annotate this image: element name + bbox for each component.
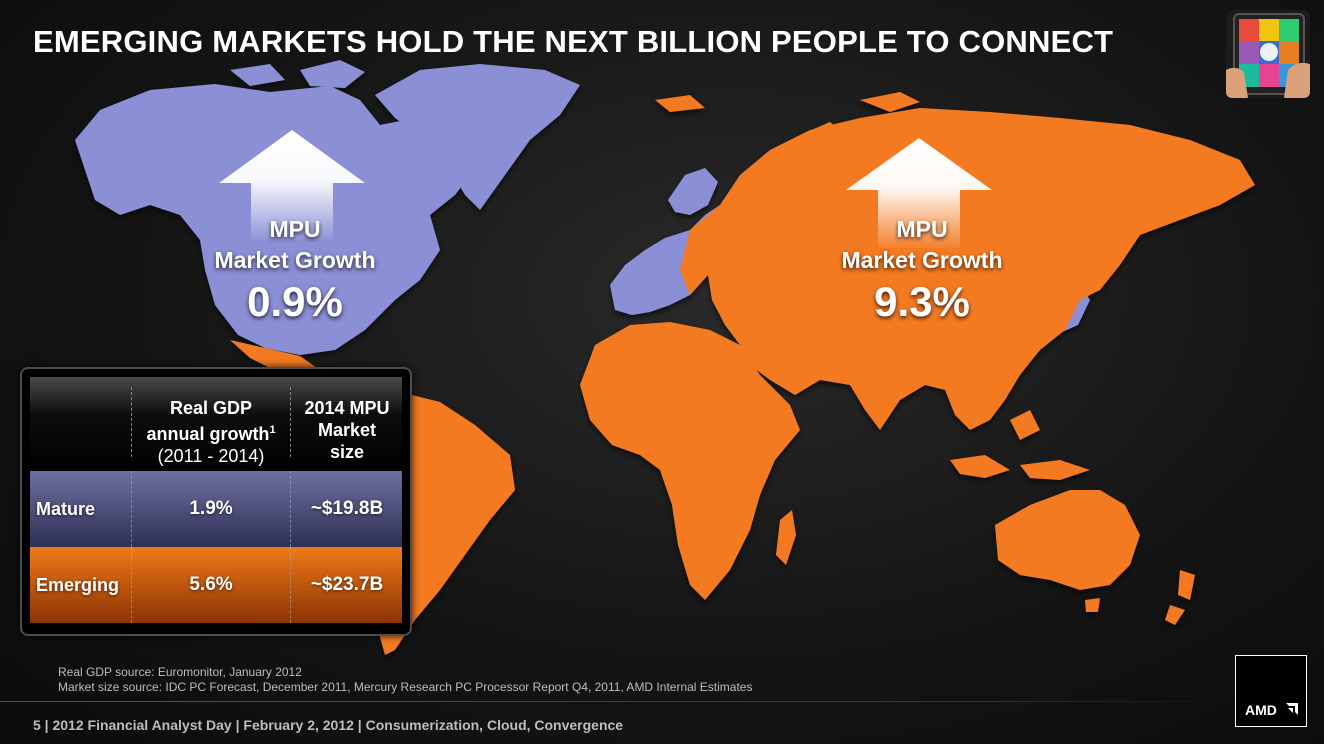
australia-region xyxy=(995,490,1140,590)
footer-text: 5 | 2012 Financial Analyst Day | Februar… xyxy=(33,717,624,733)
header-mpu-line1: 2014 MPU xyxy=(304,398,390,418)
column-divider xyxy=(290,387,291,457)
row-label: Emerging xyxy=(36,575,120,595)
sources-note: Real GDP source: Euromonitor, January 20… xyxy=(58,665,752,695)
asia-region xyxy=(708,108,1255,430)
greenland-region xyxy=(375,64,580,210)
callout-line2: Market Growth xyxy=(841,247,1003,273)
logo-text: AMD xyxy=(1245,702,1277,718)
header-gdp-line3: (2011 - 2014) xyxy=(157,446,265,466)
callout-value: 0.9% xyxy=(247,278,343,325)
market-comparison-table: Real GDP annual growth1 (2011 - 2014) 20… xyxy=(20,367,412,636)
header-mpu-line3: size xyxy=(329,442,365,462)
mpu-value: ~$23.7B xyxy=(310,574,384,595)
footnote-marker: 1 xyxy=(269,424,276,436)
up-arrow-icon xyxy=(219,130,365,240)
callout-line2: Market Growth xyxy=(214,247,376,273)
table-row: Emerging 5.6% ~$23.7B xyxy=(30,547,402,623)
header-mpu-line2: Market xyxy=(317,420,377,440)
source-market-size: Market size source: IDC PC Forecast, Dec… xyxy=(58,680,753,694)
callout-line1: MPU xyxy=(896,216,948,242)
callout-line1: MPU xyxy=(269,216,321,242)
tablet-hands-image xyxy=(1226,10,1310,98)
column-divider xyxy=(290,471,291,547)
column-divider xyxy=(131,471,132,547)
column-divider xyxy=(290,547,291,623)
header-gdp-line1: Real GDP xyxy=(169,398,253,418)
row-label: Mature xyxy=(36,499,96,519)
header-mpu: 2014 MPU Market size xyxy=(292,397,402,463)
gdp-value: 5.6% xyxy=(189,574,233,595)
emerging-growth-callout: MPU Market Growth 9.3% xyxy=(802,214,1042,328)
callout-value: 9.3% xyxy=(874,278,970,325)
africa-region xyxy=(580,322,800,600)
table-header: Real GDP annual growth1 (2011 - 2014) 20… xyxy=(30,377,402,471)
header-gdp: Real GDP annual growth1 (2011 - 2014) xyxy=(132,397,290,467)
slide-title: EMERGING MARKETS HOLD THE NEXT BILLION P… xyxy=(33,24,1114,59)
mature-growth-callout: MPU Market Growth 0.9% xyxy=(175,214,415,328)
up-arrow-icon xyxy=(846,138,992,248)
source-gdp: Real GDP source: Euromonitor, January 20… xyxy=(58,665,302,679)
header-gdp-line2: annual growth xyxy=(146,424,270,444)
column-divider xyxy=(131,547,132,623)
column-divider xyxy=(131,387,132,457)
gdp-value: 1.9% xyxy=(189,498,233,519)
table-row: Mature 1.9% ~$19.8B xyxy=(30,471,402,547)
footer-divider xyxy=(0,701,1230,702)
amd-logo: AMD xyxy=(1235,655,1307,727)
amd-arrow-icon xyxy=(1286,703,1298,715)
mpu-value: ~$19.8B xyxy=(310,498,384,519)
